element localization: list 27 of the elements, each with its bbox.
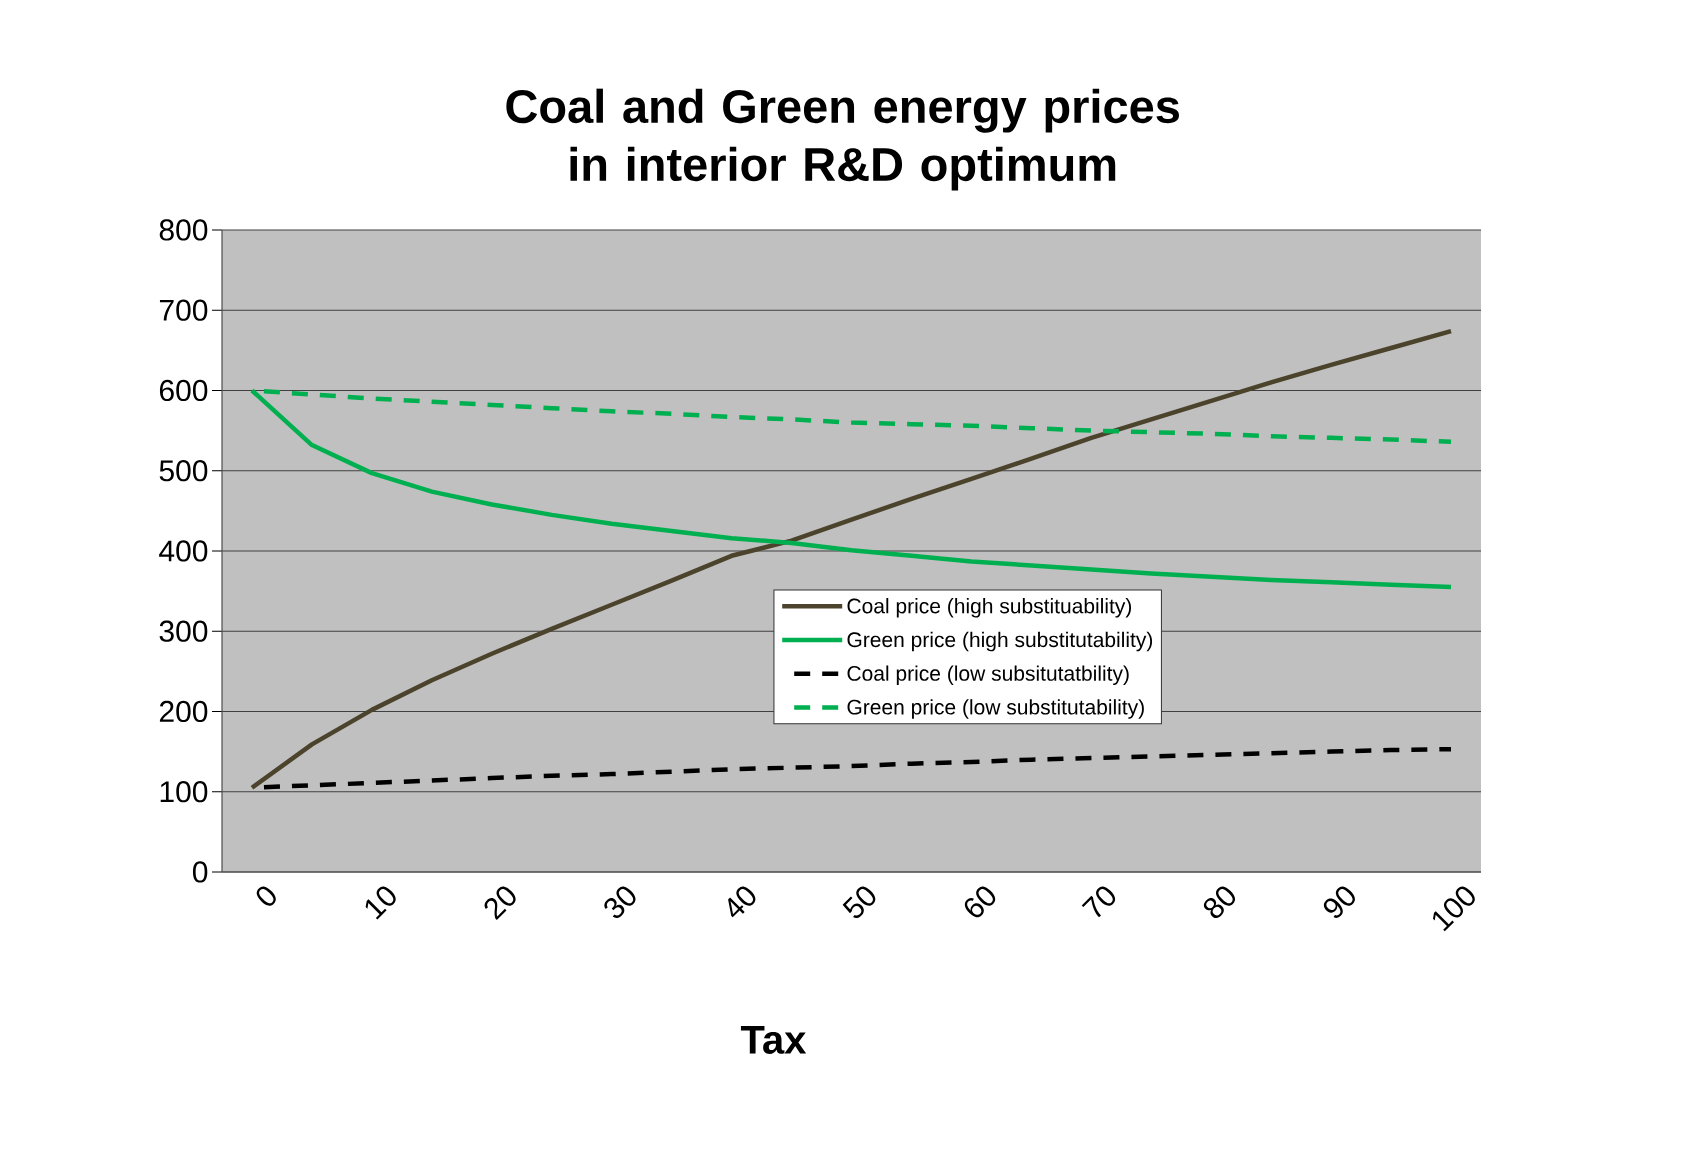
- x-tick-label: 70: [1081, 886, 1116, 918]
- x-tick-label: 100: [1432, 886, 1475, 932]
- y-tick-label: 700: [159, 299, 208, 321]
- x-tick-label: 20: [484, 886, 516, 921]
- chart-title: Coal and Green energy prices in interior R&D optimum: [506, 88, 1179, 191]
- y-tick-label: 300: [159, 620, 208, 642]
- legend-label: Green price (high substitutability): [847, 631, 1153, 652]
- legend-label: Coal price (high substituability): [847, 598, 1132, 618]
- line-series: [249, 328, 1454, 790]
- x-tick-label: 10: [365, 886, 396, 920]
- legend-label: Coal price (low subsitutatbility): [847, 665, 1129, 686]
- x-tick-label: 80: [1203, 886, 1236, 919]
- y-tick-label: 800: [159, 219, 208, 241]
- y-tick-label: 0: [192, 861, 208, 883]
- legend-label: Green price (low substitutability): [847, 699, 1144, 719]
- x-tick-label: 40: [728, 886, 756, 918]
- x-tick-label: 50: [842, 886, 876, 919]
- x-tick-label: 90: [1323, 886, 1355, 918]
- y-tick-label: 500: [159, 460, 208, 482]
- y-tick-label: 400: [159, 540, 208, 562]
- x-tick-label: 30: [604, 886, 636, 919]
- x-axis-title: Tax: [740, 1026, 807, 1054]
- y-tick-label: 200: [159, 700, 208, 723]
- y-tick-label: 600: [159, 379, 208, 402]
- x-tick-label: 60: [964, 886, 996, 918]
- y-tick-label: 100: [160, 781, 208, 803]
- x-tick-label: 0: [256, 886, 276, 906]
